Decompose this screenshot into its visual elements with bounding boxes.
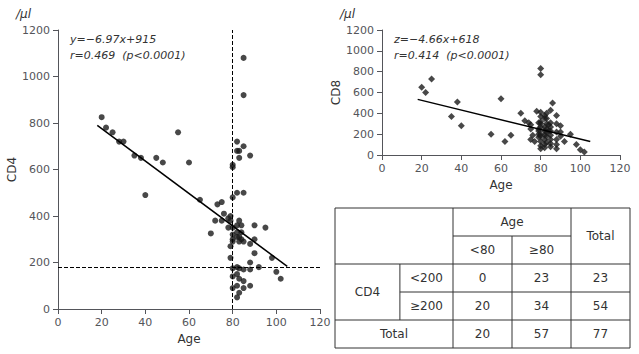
- svg-text:40: 40: [454, 162, 468, 175]
- svg-text:Age: Age: [489, 178, 512, 192]
- svg-text:20: 20: [475, 327, 490, 341]
- svg-text:0: 0: [55, 316, 62, 329]
- svg-text:y=−6.97x+915: y=−6.97x+915: [69, 33, 156, 46]
- svg-text:CD4: CD4: [355, 285, 380, 299]
- svg-text:23: 23: [534, 271, 549, 285]
- svg-text:54: 54: [593, 299, 608, 313]
- svg-text:400: 400: [29, 210, 50, 223]
- svg-text:200: 200: [29, 256, 50, 269]
- svg-text:80: 80: [534, 162, 548, 175]
- svg-text:<80: <80: [470, 243, 495, 257]
- svg-text:z=−4.66x+618: z=−4.66x+618: [393, 33, 479, 46]
- svg-text:120: 120: [610, 162, 631, 175]
- svg-text:CD4: CD4: [5, 157, 19, 182]
- svg-text:0: 0: [367, 149, 374, 162]
- svg-text:1200: 1200: [346, 24, 374, 37]
- svg-text:400: 400: [353, 107, 374, 120]
- svg-text:0: 0: [43, 303, 50, 316]
- svg-text:≥80: ≥80: [529, 243, 554, 257]
- svg-text:Age: Age: [177, 332, 200, 346]
- svg-text:1000: 1000: [346, 44, 374, 57]
- svg-text:CD8: CD8: [329, 80, 343, 105]
- svg-text:100: 100: [570, 162, 591, 175]
- svg-text:0: 0: [479, 271, 487, 285]
- svg-text:1000: 1000: [22, 70, 50, 83]
- svg-text:≥200: ≥200: [410, 299, 443, 313]
- svg-text:80: 80: [226, 316, 240, 329]
- svg-text:Total: Total: [379, 327, 408, 341]
- svg-text:800: 800: [29, 117, 50, 130]
- svg-text:40: 40: [138, 316, 152, 329]
- svg-text:/μl: /μl: [339, 7, 356, 21]
- svg-text:120: 120: [310, 316, 331, 329]
- svg-text:60: 60: [494, 162, 508, 175]
- svg-text:100: 100: [266, 316, 287, 329]
- svg-text:77: 77: [593, 327, 608, 341]
- svg-text:0: 0: [379, 162, 386, 175]
- svg-text:r=0.469 (p<0.0001): r=0.469 (p<0.0001): [70, 49, 186, 62]
- svg-text:600: 600: [353, 86, 374, 99]
- svg-text:20: 20: [415, 162, 429, 175]
- svg-text:600: 600: [29, 163, 50, 176]
- svg-text:r=0.414 (p<0.0001): r=0.414 (p<0.0001): [394, 49, 510, 62]
- svg-text:<200: <200: [410, 271, 443, 285]
- svg-text:60: 60: [182, 316, 196, 329]
- svg-text:1200: 1200: [22, 24, 50, 37]
- svg-text:20: 20: [475, 299, 490, 313]
- svg-text:57: 57: [534, 327, 549, 341]
- svg-text:23: 23: [593, 271, 608, 285]
- svg-text:800: 800: [353, 65, 374, 78]
- svg-text:200: 200: [353, 128, 374, 141]
- svg-text:34: 34: [534, 299, 549, 313]
- svg-text:Age: Age: [500, 215, 523, 229]
- svg-text:20: 20: [95, 316, 109, 329]
- svg-text:Total: Total: [585, 229, 614, 243]
- svg-text:/μl: /μl: [15, 7, 32, 21]
